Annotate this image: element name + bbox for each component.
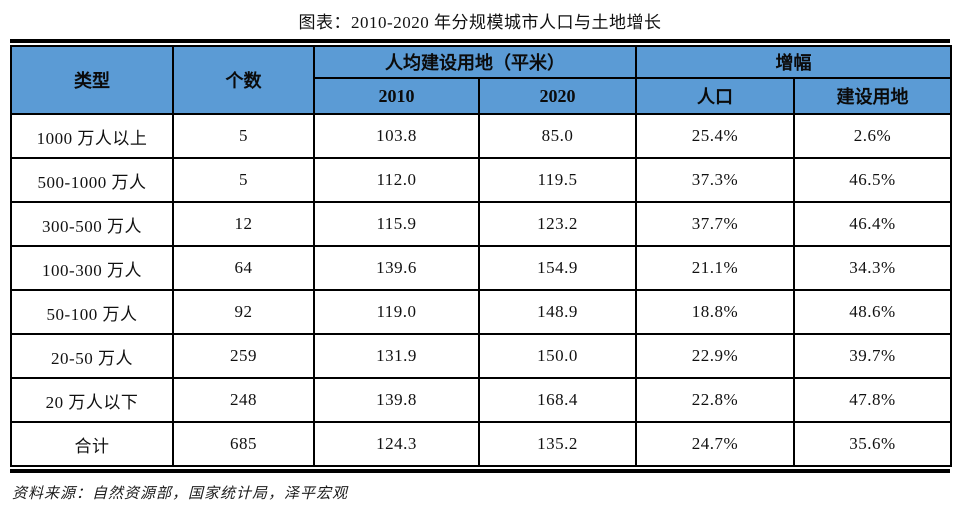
cell-land-growth: 46.5% [793,157,952,203]
cell-land-growth: 46.4% [793,201,952,247]
data-table-frame: 类型 个数 人均建设用地（平米） 增幅 2010 2020 人口 建设用地 10… [10,39,952,473]
cell-land-growth: 2.6% [793,113,952,159]
col-header-count: 个数 [172,45,315,115]
table-row: 100-300 万人 64 139.6 154.9 21.1% 34.3% [10,245,952,291]
col-header-population: 人口 [635,77,795,115]
cell-2010: 131.9 [313,333,480,379]
cell-2010: 112.0 [313,157,480,203]
table-row: 20 万人以下 248 139.8 168.4 22.8% 47.8% [10,377,952,423]
source-note: 资料来源：自然资源部，国家统计局，泽平宏观 [12,486,349,502]
cell-type: 1000 万人以上 [10,113,174,159]
col-header-construction-land: 建设用地 [793,77,952,115]
cell-count: 92 [172,289,315,335]
cell-2020: 135.2 [478,421,637,467]
cell-pop-growth: 37.3% [635,157,795,203]
cell-count: 5 [172,113,315,159]
col-group-land-per-capita: 人均建设用地（平米） [313,45,637,79]
table-body: 1000 万人以上 5 103.8 85.0 25.4% 2.6% 500-10… [10,113,952,467]
cell-2010: 139.8 [313,377,480,423]
cell-land-growth: 47.8% [793,377,952,423]
page-title: 图表：2010-2020 年分规模城市人口与土地增长 [298,13,662,32]
table-row: 20-50 万人 259 131.9 150.0 22.9% 39.7% [10,333,952,379]
cell-pop-growth: 24.7% [635,421,795,467]
cell-2020: 168.4 [478,377,637,423]
cell-pop-growth: 18.8% [635,289,795,335]
cell-count: 12 [172,201,315,247]
cell-count: 5 [172,157,315,203]
cell-2010: 119.0 [313,289,480,335]
cell-type: 50-100 万人 [10,289,174,335]
table-row: 500-1000 万人 5 112.0 119.5 37.3% 46.5% [10,157,952,203]
table-header: 类型 个数 人均建设用地（平米） 增幅 2010 2020 人口 建设用地 [10,45,952,115]
cell-land-growth: 34.3% [793,245,952,291]
cell-count: 685 [172,421,315,467]
col-group-growth: 增幅 [635,45,952,79]
cell-pop-growth: 21.1% [635,245,795,291]
table-row: 1000 万人以上 5 103.8 85.0 25.4% 2.6% [10,113,952,159]
cell-land-growth: 48.6% [793,289,952,335]
cell-2010: 103.8 [313,113,480,159]
cell-type: 20 万人以下 [10,377,174,423]
cell-type: 合计 [10,421,174,467]
cell-count: 248 [172,377,315,423]
cell-land-growth: 35.6% [793,421,952,467]
cell-2010: 139.6 [313,245,480,291]
cell-pop-growth: 25.4% [635,113,795,159]
table-row: 合计 685 124.3 135.2 24.7% 35.6% [10,421,952,467]
cell-land-growth: 39.7% [793,333,952,379]
cell-2020: 123.2 [478,201,637,247]
cell-type: 100-300 万人 [10,245,174,291]
cell-type: 300-500 万人 [10,201,174,247]
cell-pop-growth: 37.7% [635,201,795,247]
col-header-type: 类型 [10,45,174,115]
table-row: 50-100 万人 92 119.0 148.9 18.8% 48.6% [10,289,952,335]
cell-count: 259 [172,333,315,379]
cell-2020: 154.9 [478,245,637,291]
city-growth-table: 类型 个数 人均建设用地（平米） 增幅 2010 2020 人口 建设用地 10… [10,45,952,467]
cell-2020: 148.9 [478,289,637,335]
col-header-2010: 2010 [313,77,480,115]
table-row: 300-500 万人 12 115.9 123.2 37.7% 46.4% [10,201,952,247]
cell-2010: 124.3 [313,421,480,467]
cell-2010: 115.9 [313,201,480,247]
cell-type: 500-1000 万人 [10,157,174,203]
col-header-2020: 2020 [478,77,637,115]
cell-type: 20-50 万人 [10,333,174,379]
cell-2020: 85.0 [478,113,637,159]
cell-2020: 119.5 [478,157,637,203]
cell-count: 64 [172,245,315,291]
cell-pop-growth: 22.8% [635,377,795,423]
cell-2020: 150.0 [478,333,637,379]
cell-pop-growth: 22.9% [635,333,795,379]
